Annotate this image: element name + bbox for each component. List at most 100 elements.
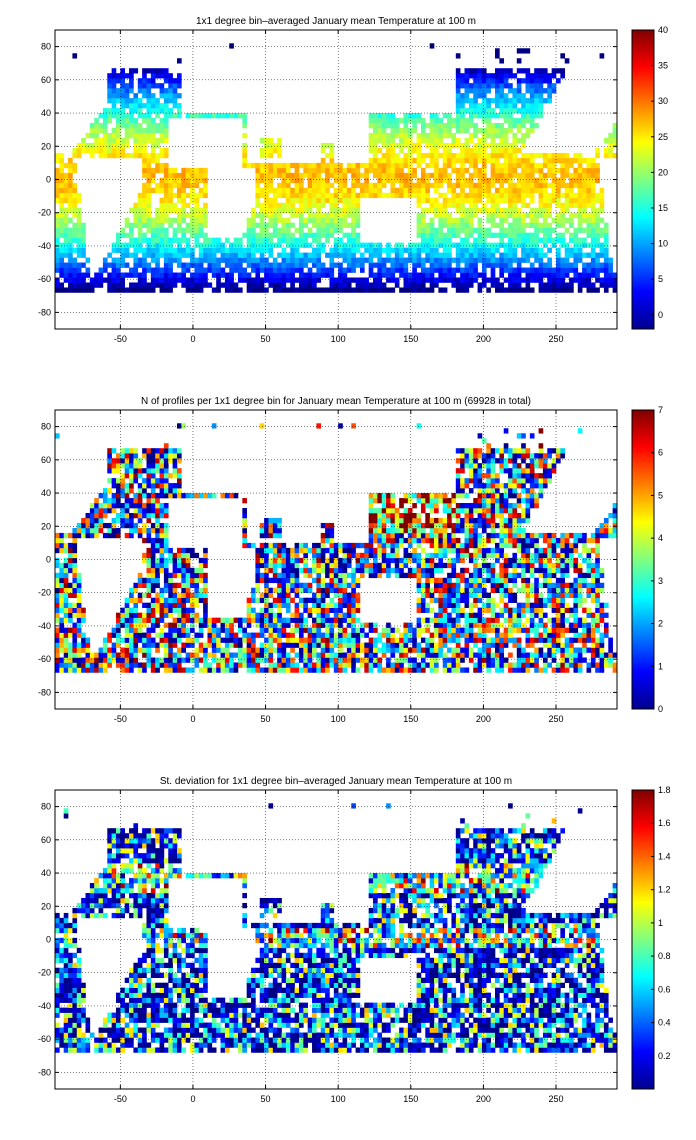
heatmap-cell: [264, 167, 269, 174]
heatmap-cell: [508, 267, 513, 273]
heatmap-cell: [381, 562, 387, 569]
heatmap-cell: [420, 123, 426, 129]
heatmap-cell: [342, 222, 348, 228]
heatmap-cell: [272, 222, 278, 228]
heatmap-cell: [329, 147, 335, 154]
heatmap-cell: [399, 522, 404, 529]
heatmap-cell: [316, 192, 322, 199]
heatmap-cell: [259, 262, 265, 268]
heatmap-cell: [429, 43, 435, 49]
heatmap-cell: [98, 123, 104, 129]
heatmap-cell: [120, 247, 126, 253]
heatmap-cell: [76, 642, 82, 648]
heatmap-cell: [547, 222, 552, 228]
heatmap-cell: [542, 88, 548, 94]
heatmap-cell: [168, 458, 173, 464]
heatmap-cell: [298, 212, 304, 219]
heatmap-cell: [229, 262, 234, 268]
heatmap-cell: [503, 98, 509, 104]
heatmap-cell: [342, 267, 348, 273]
heatmap-cell: [312, 222, 317, 228]
heatmap-cell: [368, 517, 374, 524]
heatmap-cell: [268, 232, 274, 238]
heatmap-cell: [272, 147, 278, 154]
heatmap-cell: [98, 522, 104, 529]
heatmap-cell: [142, 187, 147, 194]
heatmap-cell: [207, 622, 213, 628]
heatmap-cell: [85, 287, 91, 293]
heatmap-cell: [556, 78, 561, 84]
heatmap-cell: [342, 282, 348, 288]
heatmap-cell: [381, 267, 387, 273]
heatmap-cell: [277, 182, 282, 189]
heatmap-cell: [120, 647, 126, 653]
heatmap-cell: [115, 532, 121, 539]
heatmap-cell: [163, 662, 169, 668]
heatmap-cell: [486, 108, 491, 114]
heatmap-cell: [163, 557, 169, 564]
heatmap-cell: [55, 612, 60, 618]
heatmap-cell: [333, 667, 339, 673]
heatmap-cell: [185, 597, 191, 603]
heatmap-cell: [495, 167, 500, 174]
heatmap-cell: [107, 527, 112, 534]
heatmap-cell: [146, 68, 152, 74]
heatmap-cell: [146, 587, 152, 594]
heatmap-cell: [351, 182, 356, 189]
heatmap-cell: [325, 547, 330, 554]
heatmap-cell: [538, 252, 544, 258]
heatmap-cell: [481, 118, 487, 124]
heatmap-cell: [233, 287, 239, 293]
heatmap-cell: [386, 137, 391, 144]
heatmap-cell: [68, 582, 73, 589]
heatmap-cell: [586, 167, 592, 174]
heatmap-cell: [573, 182, 579, 189]
heatmap-cell: [159, 197, 165, 204]
heatmap-cell: [499, 262, 505, 268]
heatmap-cell: [155, 562, 160, 569]
heatmap-cell: [172, 93, 178, 99]
heatmap-cell: [142, 622, 147, 628]
heatmap-cell: [403, 552, 409, 559]
heatmap-cell: [351, 567, 356, 574]
heatmap-cell: [399, 503, 404, 509]
heatmap-cell: [455, 277, 461, 283]
heatmap-cell: [129, 612, 134, 618]
heatmap-cell: [442, 262, 448, 268]
heatmap-cell: [137, 272, 143, 278]
heatmap-cell: [538, 103, 544, 109]
heatmap-cell: [390, 532, 396, 539]
heatmap-cell: [381, 257, 387, 263]
heatmap-cell: [355, 197, 361, 204]
heatmap-cell: [251, 222, 256, 228]
heatmap-cell: [316, 222, 322, 228]
heatmap-cell: [55, 187, 60, 194]
heatmap-cell: [608, 137, 613, 144]
heatmap-cell: [455, 232, 461, 238]
heatmap-cell: [272, 167, 278, 174]
heatmap-cell: [172, 172, 178, 179]
heatmap-cell: [72, 162, 78, 169]
heatmap-cell: [303, 287, 308, 293]
heatmap-cell: [142, 282, 147, 288]
heatmap-cell: [455, 197, 461, 204]
heatmap-cell: [394, 177, 400, 184]
heatmap-cell: [346, 552, 352, 559]
heatmap-cell: [316, 237, 322, 243]
heatmap-cell: [551, 197, 557, 204]
heatmap-cell: [368, 532, 374, 539]
heatmap-cell: [451, 242, 457, 248]
heatmap-cell: [133, 147, 139, 154]
heatmap-cell: [146, 602, 152, 608]
heatmap-cell: [150, 483, 156, 489]
heatmap-cell: [333, 197, 339, 204]
heatmap-cell: [442, 162, 448, 169]
heatmap-cell: [394, 627, 400, 633]
heatmap-cell: [316, 582, 322, 589]
heatmap-cell: [355, 167, 361, 174]
heatmap-cell: [81, 237, 86, 243]
heatmap-cell: [224, 113, 230, 119]
heatmap-cell: [159, 503, 165, 509]
heatmap-cell: [63, 562, 69, 569]
heatmap-cell: [272, 287, 278, 293]
